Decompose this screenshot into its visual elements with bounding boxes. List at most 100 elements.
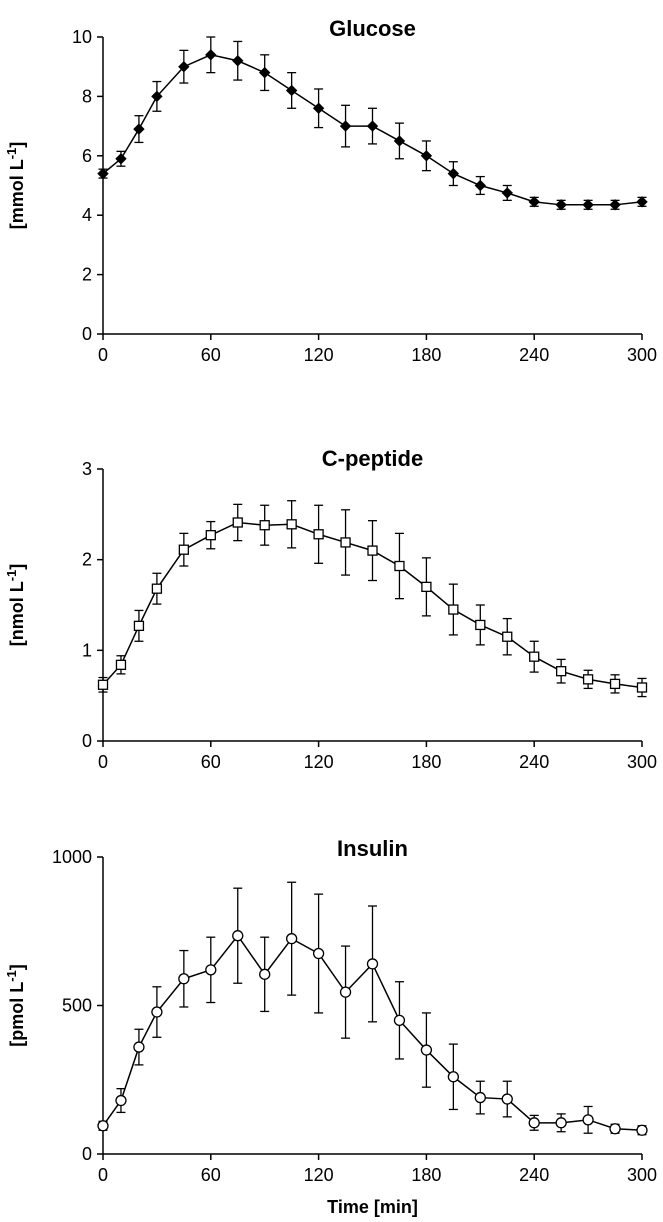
data-point (115, 153, 127, 165)
x-tick-label: 300 (627, 1165, 657, 1185)
data-point (312, 947, 325, 960)
y-axis-label-exponent: -1 (4, 970, 19, 982)
data-point (528, 1117, 540, 1129)
y-axis-label-bracket: ] (7, 964, 27, 970)
data-point (312, 102, 325, 114)
y-tick-label: 0 (82, 324, 92, 344)
data-point (609, 678, 621, 690)
data-point (285, 84, 298, 97)
data-point (178, 973, 190, 985)
data-point (555, 1117, 567, 1129)
x-tick-label: 60 (201, 752, 221, 772)
data-point (366, 958, 379, 970)
data-point (366, 120, 379, 132)
y-tick-label: 10 (72, 27, 92, 47)
data-point (178, 60, 190, 73)
data-point (447, 167, 460, 180)
data-point (313, 529, 324, 540)
c-peptide-panel: C-peptide 0 1 2 3 0 60 120 180 240 300 [nmol L-1] (4, 446, 657, 772)
data-point (205, 49, 217, 61)
x-tick-label: 240 (519, 1165, 549, 1185)
y-tick-label: 1000 (52, 847, 92, 867)
data-point (582, 1114, 594, 1126)
data-point (205, 964, 217, 976)
data-point (232, 517, 243, 528)
data-point (205, 530, 216, 541)
data-point (151, 90, 163, 103)
data-point (582, 674, 594, 685)
data-point (420, 1044, 433, 1056)
data-point (474, 1091, 486, 1104)
y-axis-label: [nmol L-1] (4, 564, 27, 647)
x-tick-label: 120 (304, 1165, 334, 1185)
x-tick-label: 0 (98, 752, 108, 772)
y-axis-label-bracket: ] (7, 564, 27, 570)
chart-title: Glucose (329, 16, 416, 41)
data-point (448, 604, 459, 615)
data-point (502, 631, 513, 642)
data-point (501, 187, 513, 199)
y-tick-label: 2 (82, 550, 92, 570)
y-tick-label: 4 (82, 205, 92, 225)
y-tick-label: 500 (62, 996, 92, 1016)
data-point (133, 1041, 145, 1053)
data-point (555, 199, 567, 211)
data-point (339, 986, 352, 998)
data-point (421, 581, 432, 593)
x-tick-label: 300 (627, 752, 657, 772)
y-tick-label: 0 (82, 731, 92, 751)
x-tick-label: 0 (98, 1165, 108, 1185)
data-point (367, 545, 378, 556)
y-axis-label-bracket: ] (7, 142, 27, 148)
data-point (394, 560, 405, 572)
data-point (232, 930, 244, 942)
data-point (339, 120, 352, 132)
data-point (636, 196, 648, 208)
data-point (556, 666, 567, 677)
y-tick-label: 1 (82, 640, 92, 660)
data-point (259, 520, 270, 531)
chart-title: C-peptide (322, 446, 423, 471)
x-tick-label: 120 (304, 752, 334, 772)
x-tick-label: 300 (627, 345, 657, 365)
x-tick-label: 240 (519, 752, 549, 772)
y-axis-label-text: [pmol L (7, 982, 27, 1047)
data-point (285, 933, 298, 945)
y-tick-label: 6 (82, 146, 92, 166)
data-point (529, 651, 540, 662)
data-point (151, 583, 163, 594)
series-line (102, 521, 643, 689)
data-point (133, 123, 145, 135)
data-point (501, 1093, 513, 1105)
data-point (232, 55, 244, 67)
x-tick-label: 180 (411, 345, 441, 365)
y-axis-label-text: [nmol L (7, 581, 27, 646)
data-point (97, 1120, 109, 1132)
data-point (258, 66, 271, 79)
y-tick-label: 8 (82, 86, 92, 106)
data-point (636, 1124, 648, 1136)
data-point (582, 199, 594, 211)
data-point (475, 619, 486, 631)
data-point (133, 620, 145, 632)
chart-title: Insulin (337, 836, 408, 861)
y-tick-label: 0 (82, 1144, 92, 1164)
x-tick-label: 60 (201, 1165, 221, 1185)
data-point (420, 150, 433, 162)
data-point (97, 167, 109, 180)
y-axis-label-text: [mmol L (7, 159, 27, 229)
y-axis-label: [mmol L-1] (4, 142, 27, 230)
data-point (115, 659, 127, 670)
data-point (178, 544, 190, 555)
data-point (97, 679, 109, 690)
x-tick-label: 180 (411, 752, 441, 772)
data-point (393, 1014, 406, 1026)
x-tick-label: 60 (201, 345, 221, 365)
insulin-panel: Insulin 0 500 1000 0 60 120 180 240 300 [pmol L-1]… (4, 836, 657, 1217)
x-tick-label: 120 (304, 345, 334, 365)
data-point (609, 199, 621, 211)
data-point (636, 682, 648, 693)
data-point (115, 1094, 127, 1107)
data-point (286, 519, 297, 530)
